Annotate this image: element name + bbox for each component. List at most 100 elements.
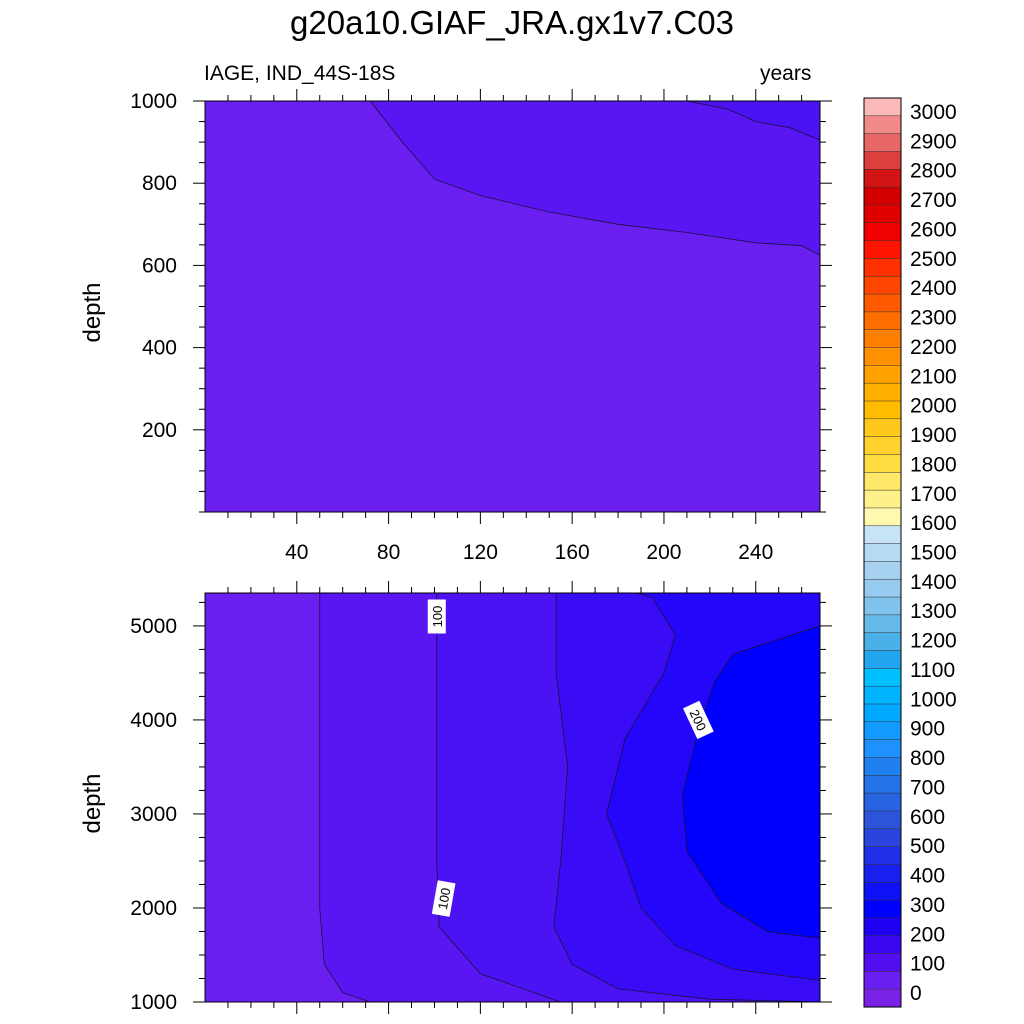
colorbar-box <box>863 614 902 634</box>
colorbar-label: 1600 <box>910 512 957 535</box>
colorbar-box <box>863 311 902 331</box>
colorbar-box <box>863 846 902 865</box>
colorbar-box <box>863 685 902 705</box>
contour-label-100: 100 <box>431 880 456 917</box>
colorbar-label: 600 <box>910 806 945 829</box>
x-tick-label: 120 <box>463 541 498 564</box>
colorbar-label: 0 <box>910 982 922 1005</box>
colorbar-box <box>863 347 902 366</box>
y-tick-label: 1000 <box>130 991 177 1014</box>
y-tick-label: 200 <box>142 419 177 442</box>
colorbar-label: 400 <box>910 865 945 888</box>
colorbar-box <box>863 329 902 349</box>
colorbar-label: 1000 <box>910 688 957 711</box>
colorbar-label: 1400 <box>910 571 957 594</box>
colorbar-label: 2400 <box>910 277 957 300</box>
y-axis-label: depth <box>79 282 106 342</box>
colorbar-label: 800 <box>910 747 945 770</box>
subtitle-variable: IAGE, IND_44S-18S <box>204 62 396 85</box>
fill-band-50-100 <box>370 101 820 256</box>
colorbar-box <box>863 543 902 562</box>
colorbar-box <box>863 186 902 206</box>
y-tick-label: 3000 <box>130 803 177 826</box>
contour-line-50 <box>319 593 371 1003</box>
subtitle-units: years <box>760 62 812 85</box>
colorbar-box <box>863 810 902 830</box>
colorbar-label: 1300 <box>910 600 957 623</box>
y-tick-label: 1000 <box>130 90 177 113</box>
contour-line-250 <box>681 625 821 939</box>
colorbar-box <box>863 97 902 117</box>
colorbar-box <box>863 721 902 741</box>
fill-band-250-300 <box>682 625 820 939</box>
colorbar-frame <box>863 97 902 1008</box>
colorbar-label: 200 <box>910 923 945 946</box>
colorbar-box <box>863 275 902 295</box>
y-tick-label: 800 <box>142 172 177 195</box>
colorbar-box <box>863 258 902 277</box>
colorbar-box <box>863 828 902 848</box>
colorbar-box <box>863 525 902 545</box>
x-tick-label: 40 <box>285 541 308 564</box>
figure-title: g20a10.GIAF_JRA.gx1v7.C03 <box>290 4 734 41</box>
colorbar-box <box>863 757 902 776</box>
colorbar-label: 100 <box>910 953 945 976</box>
colorbar-label: 300 <box>910 894 945 917</box>
colorbar-box <box>863 240 902 259</box>
x-tick-label: 80 <box>377 541 400 564</box>
colorbar-box <box>863 133 902 153</box>
colorbar-box <box>863 115 902 135</box>
x-tick-label: 200 <box>646 541 681 564</box>
x-tick-label: 240 <box>738 541 773 564</box>
colorbar-box <box>863 382 902 402</box>
colorbar-box <box>863 971 902 990</box>
colorbar-label: 2100 <box>910 365 957 388</box>
contour-label-text: 100 <box>435 887 454 911</box>
colorbar-box <box>863 881 902 901</box>
colorbar-box <box>863 792 902 812</box>
colorbar-box <box>863 436 902 456</box>
colorbar-label: 1900 <box>910 424 957 447</box>
colorbar-label: 1800 <box>910 453 957 476</box>
colorbar-label: 2000 <box>910 395 957 418</box>
colorbar-label: 1700 <box>910 483 957 506</box>
colorbar-box <box>863 489 902 509</box>
colorbar-box <box>863 472 902 491</box>
colorbar-box <box>863 151 902 170</box>
colorbar-box <box>863 561 902 580</box>
contour-label-100: 100 <box>427 599 446 634</box>
colorbar-box <box>863 703 902 723</box>
colorbar-box <box>863 775 902 794</box>
contour-line-200 <box>606 592 821 981</box>
colorbar-label: 2700 <box>910 189 957 212</box>
colorbar-box <box>863 668 902 687</box>
colorbar-box <box>863 418 902 438</box>
colorbar-box <box>863 899 902 919</box>
colorbar-box <box>863 917 902 937</box>
colorbar-label: 3000 <box>910 101 957 124</box>
colorbar-box <box>863 739 902 759</box>
contour-label-200: 200 <box>683 700 714 740</box>
colorbar-box <box>863 632 902 652</box>
colorbar-box <box>863 507 902 527</box>
colorbar-box <box>863 596 902 616</box>
colorbar-label: 2800 <box>910 160 957 183</box>
colorbar-label: 2300 <box>910 307 957 330</box>
colorbar-box <box>863 400 902 420</box>
colorbar-label: 2600 <box>910 218 957 241</box>
contour-line-50 <box>369 100 821 256</box>
y-tick-label: 400 <box>142 337 177 360</box>
colorbar-box <box>863 935 902 955</box>
x-tick-label: 160 <box>555 541 590 564</box>
colorbar-label: 900 <box>910 718 945 741</box>
colorbar-box <box>863 204 902 224</box>
contour-line-100 <box>686 100 821 141</box>
contour-line-150 <box>553 593 821 1003</box>
colorbar-box <box>863 864 902 883</box>
colorbar-label: 2200 <box>910 336 957 359</box>
colorbar-box <box>863 222 902 242</box>
y-tick-label: 4000 <box>130 709 177 732</box>
colorbar-box <box>863 454 902 473</box>
colorbar-label: 700 <box>910 776 945 799</box>
